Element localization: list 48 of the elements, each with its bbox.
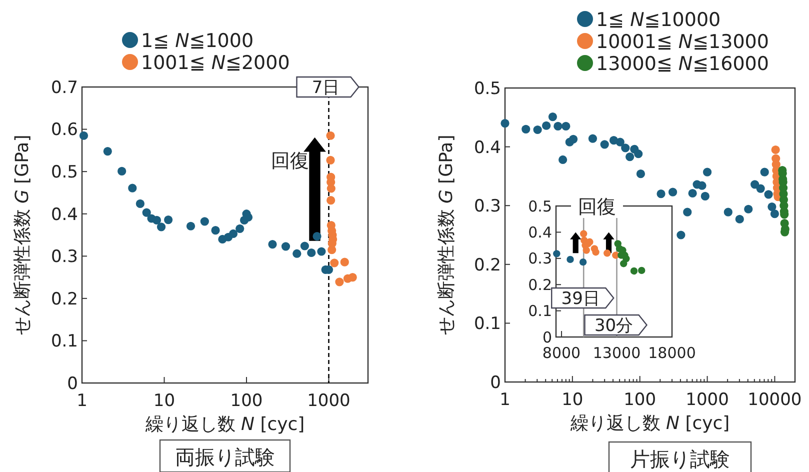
y-tick-label: 0.7 <box>50 78 78 98</box>
annotation: 回復 <box>271 150 309 172</box>
y-tick-label: 0.4 <box>474 138 501 158</box>
y-tick-label: 0.1 <box>50 332 78 352</box>
x-tick-label: 1000 <box>686 390 729 410</box>
y-tick-label: 0.4 <box>528 223 552 242</box>
y-tick-label: 0.3 <box>528 250 552 268</box>
x-tick-label: 1000 <box>307 391 350 411</box>
y-tick-label: 0.2 <box>474 255 501 276</box>
y-axis-title: せん断弾性係数 G [GPa] <box>12 134 33 336</box>
x-tick-label: 10 <box>562 390 584 410</box>
legend-label: 13000≦ N≦16000 <box>596 53 769 75</box>
y-tick-label: 0.5 <box>474 78 501 99</box>
x-axis-title: 繰り返し数 N [cyc] <box>144 414 305 435</box>
legend-label: 1≦ N≦10000 <box>596 9 721 31</box>
text: 片振り試験 <box>630 447 730 471</box>
x-tick-label: 18000 <box>648 344 696 362</box>
ref-line-label: 39日 <box>561 289 600 309</box>
x-tick-label: 10000 <box>748 390 802 410</box>
legend-label: 1001≦ N≦2000 <box>141 52 290 74</box>
y-tick-label: 0 <box>542 328 552 346</box>
y-tick-label: 0.3 <box>50 247 78 268</box>
annotation: 回復 <box>578 196 616 218</box>
y-tick-label: 0.4 <box>50 204 78 225</box>
ref-line-label: 30分 <box>594 316 634 336</box>
x-tick-label: 13000 <box>592 344 641 362</box>
y-tick-label: 0.2 <box>50 289 78 310</box>
y-tick-label: 0.5 <box>50 162 78 183</box>
x-tick-label: 1 <box>500 390 510 410</box>
y-tick-label: 0 <box>67 374 78 394</box>
x-axis-title: 繰り返し数 N [cyc] <box>569 413 730 434</box>
y-tick-label: 0.6 <box>50 120 78 140</box>
x-tick-label: 100 <box>230 391 263 411</box>
x-tick-label: 10 <box>153 391 176 411</box>
y-tick-label: 0.1 <box>528 302 552 320</box>
text: 両振り試験 <box>175 445 275 469</box>
y-tick-label: 0.2 <box>528 276 552 294</box>
y-axis-title: せん断弾性係数 G [GPa] <box>436 134 457 336</box>
ref-line-label: 7日 <box>312 78 340 98</box>
legend-label: 10001≦ N≦13000 <box>596 31 769 53</box>
y-tick-label: 0.5 <box>528 197 552 216</box>
x-tick-label: 100 <box>624 390 656 410</box>
x-tick-label: 8000 <box>542 344 581 362</box>
y-tick-label: 0.3 <box>474 196 501 217</box>
legend-label: 1≦ N≦1000 <box>141 30 254 52</box>
y-tick-label: 0 <box>490 372 501 393</box>
y-tick-label: 0.1 <box>474 314 501 334</box>
x-tick-label: 1 <box>76 391 88 411</box>
